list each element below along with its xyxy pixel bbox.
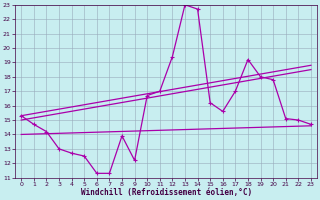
X-axis label: Windchill (Refroidissement éolien,°C): Windchill (Refroidissement éolien,°C) (81, 188, 252, 197)
